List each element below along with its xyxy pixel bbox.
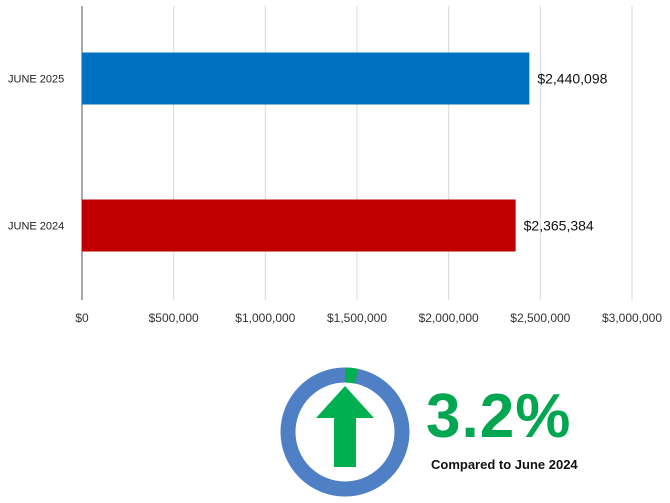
- category-label: JUNE 2025: [8, 74, 64, 86]
- change-indicator: 3.2% Compared to June 2024: [280, 360, 670, 500]
- bars: [82, 52, 530, 252]
- bar: [82, 52, 530, 105]
- gridlines: [173, 6, 633, 300]
- x-tick-label: $2,500,000: [510, 311, 570, 325]
- percent-change-value: 3.2%: [426, 382, 572, 451]
- x-tick-label: $500,000: [149, 311, 199, 325]
- x-tick-label: $1,000,000: [235, 311, 295, 325]
- value-label: $2,440,098: [537, 71, 607, 87]
- value-labels: $2,440,098 $2,365,384: [524, 71, 608, 234]
- percent-change-caption: Compared to June 2024: [431, 457, 578, 472]
- category-labels: JUNE 2025 JUNE 2024: [8, 74, 64, 233]
- x-tick-label: $2,000,000: [419, 311, 479, 325]
- x-tick-label: $0: [75, 311, 89, 325]
- bar: [82, 199, 516, 252]
- category-label: JUNE 2024: [8, 221, 64, 233]
- bar-chart: $0 $500,000 $1,000,000 $1,500,000 $2,000,000…: [8, 6, 662, 325]
- x-tick-label: $1,500,000: [327, 311, 387, 325]
- value-label: $2,365,384: [524, 218, 594, 234]
- x-tick-label: $3,000,000: [602, 311, 662, 325]
- progress-ring: [280, 367, 410, 497]
- x-tick-labels: $0 $500,000 $1,000,000 $1,500,000 $2,000,000…: [75, 311, 662, 325]
- ring-progress-arc: [344, 367, 358, 384]
- up-arrow-icon: [316, 386, 374, 467]
